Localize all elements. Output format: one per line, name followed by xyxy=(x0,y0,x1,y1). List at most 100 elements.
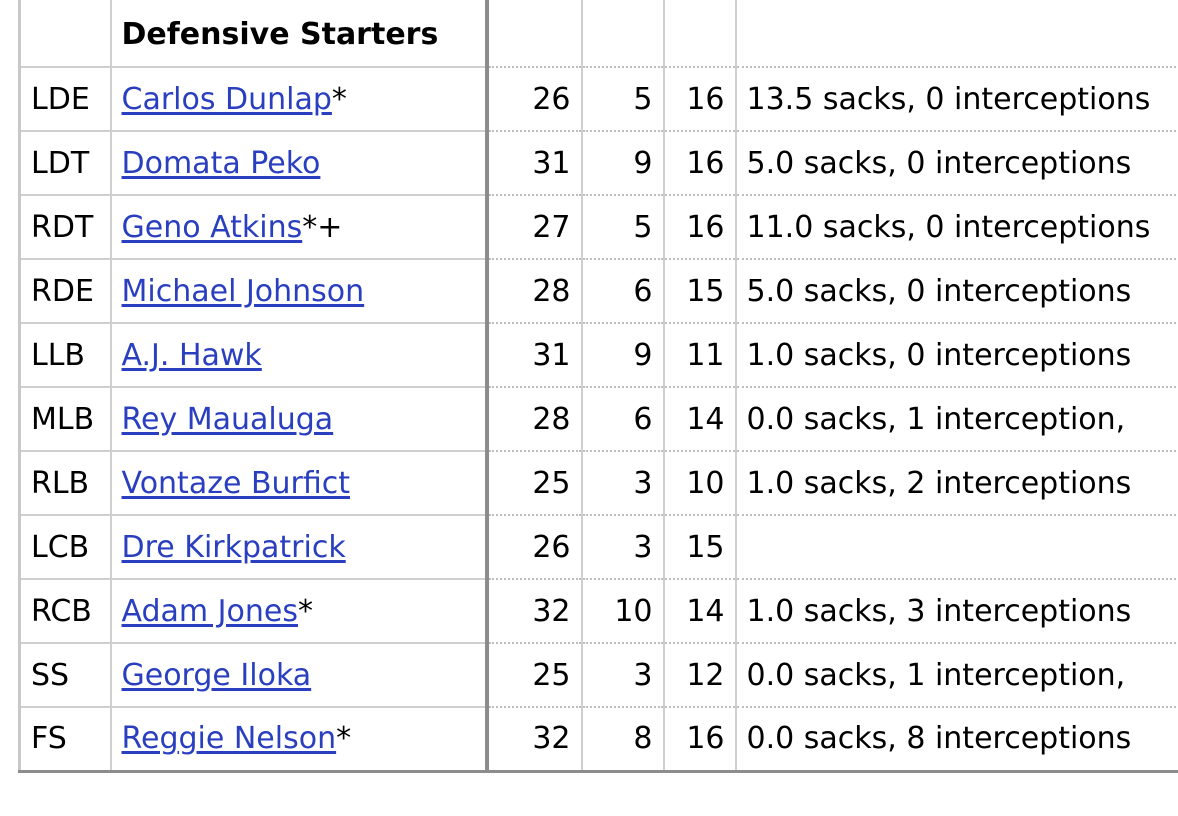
table-viewport: Defensive Starters LDE Carlos Dunlap* 26… xyxy=(18,0,1178,792)
position-label: RDE xyxy=(31,273,94,309)
games-cell: 16 xyxy=(663,706,737,773)
table-body: LDE Carlos Dunlap* 26 5 16 13.5 sacks, 0… xyxy=(18,66,1178,773)
player-link[interactable]: Adam Jones xyxy=(121,593,298,629)
notes-cell xyxy=(735,514,1178,579)
player-link[interactable]: Reggie Nelson xyxy=(121,721,337,757)
notes-cell: 5.0 sacks, 0 interceptions xyxy=(735,258,1178,323)
age-cell: 27 xyxy=(486,194,583,259)
table-row: FS Reggie Nelson* 32 8 16 0.0 sacks, 8 i… xyxy=(18,706,1178,773)
age-cell: 32 xyxy=(486,578,583,643)
notes-cell: 0.0 sacks, 8 interceptions xyxy=(735,706,1178,773)
years-cell: 3 xyxy=(581,450,665,515)
position-label: LDE xyxy=(31,81,90,117)
player-cell: Reggie Nelson* xyxy=(110,706,489,773)
player-cell: Adam Jones* xyxy=(110,578,489,643)
games-cell: 15 xyxy=(663,258,737,323)
player-cell: Vontaze Burfict xyxy=(110,450,489,515)
player-link[interactable]: Dre Kirkpatrick xyxy=(121,529,346,565)
player-cell: Dre Kirkpatrick xyxy=(110,514,489,579)
age-cell: 32 xyxy=(486,706,583,773)
table-row: LCB Dre Kirkpatrick 26 3 15 xyxy=(18,514,1178,579)
position-cell: RDT xyxy=(18,194,112,259)
position-cell: RLB xyxy=(18,450,112,515)
position-cell: SS xyxy=(18,642,112,707)
notes-cell: 1.0 sacks, 3 interceptions xyxy=(735,578,1178,643)
position-label: RDT xyxy=(31,209,94,245)
position-cell: RCB xyxy=(18,578,112,643)
header-notes xyxy=(735,0,1178,67)
player-cell: Geno Atkins*+ xyxy=(110,194,489,259)
notes-cell: 1.0 sacks, 0 interceptions xyxy=(735,322,1178,387)
games-cell: 14 xyxy=(663,386,737,451)
player-cell: A.J. Hawk xyxy=(110,322,489,387)
position-label: LDT xyxy=(31,145,90,181)
age-cell: 31 xyxy=(486,322,583,387)
position-label: LLB xyxy=(31,337,86,373)
player-link[interactable]: Michael Johnson xyxy=(121,273,365,309)
games-cell: 15 xyxy=(663,514,737,579)
years-cell: 9 xyxy=(581,130,665,195)
position-cell: LLB xyxy=(18,322,112,387)
years-cell: 5 xyxy=(581,66,665,131)
position-label: MLB xyxy=(31,401,95,437)
table-row: RCB Adam Jones* 32 10 14 1.0 sacks, 3 in… xyxy=(18,578,1178,643)
player-link[interactable]: Rey Maualuga xyxy=(121,401,334,437)
years-cell: 6 xyxy=(581,258,665,323)
years-cell: 3 xyxy=(581,642,665,707)
position-label: SS xyxy=(31,657,70,693)
age-cell: 28 xyxy=(486,258,583,323)
games-cell: 10 xyxy=(663,450,737,515)
player-link[interactable]: Carlos Dunlap xyxy=(121,81,332,117)
table-row: RLB Vontaze Burfict 25 3 10 1.0 sacks, 2… xyxy=(18,450,1178,515)
games-cell: 16 xyxy=(663,130,737,195)
table-row: LLB A.J. Hawk 31 9 11 1.0 sacks, 0 inter… xyxy=(18,322,1178,387)
notes-cell: 11.0 sacks, 0 interceptions xyxy=(735,194,1178,259)
age-cell: 26 xyxy=(486,514,583,579)
notes-cell: 0.0 sacks, 1 interception, xyxy=(735,642,1178,707)
player-link[interactable]: Vontaze Burfict xyxy=(121,465,351,501)
position-cell: LDT xyxy=(18,130,112,195)
position-label: RLB xyxy=(31,465,90,501)
table-row: SS George Iloka 25 3 12 0.0 sacks, 1 int… xyxy=(18,642,1178,707)
years-cell: 3 xyxy=(581,514,665,579)
header-years xyxy=(581,0,665,67)
years-cell: 9 xyxy=(581,322,665,387)
player-cell: Michael Johnson xyxy=(110,258,489,323)
age-cell: 31 xyxy=(486,130,583,195)
honor-mark: * xyxy=(336,721,352,757)
player-link[interactable]: Geno Atkins xyxy=(121,209,303,245)
notes-cell: 5.0 sacks, 0 interceptions xyxy=(735,130,1178,195)
table-header-row: Defensive Starters xyxy=(18,0,1178,67)
position-cell: LDE xyxy=(18,66,112,131)
years-cell: 8 xyxy=(581,706,665,773)
games-cell: 16 xyxy=(663,66,737,131)
player-link[interactable]: Domata Peko xyxy=(121,145,321,181)
player-cell: Rey Maualuga xyxy=(110,386,489,451)
position-cell: LCB xyxy=(18,514,112,579)
years-cell: 5 xyxy=(581,194,665,259)
header-section-title: Defensive Starters xyxy=(110,0,489,67)
games-cell: 12 xyxy=(663,642,737,707)
position-cell: FS xyxy=(18,706,112,773)
table-row: RDE Michael Johnson 28 6 15 5.0 sacks, 0… xyxy=(18,258,1178,323)
games-cell: 16 xyxy=(663,194,737,259)
player-link[interactable]: A.J. Hawk xyxy=(121,337,262,373)
table-row: MLB Rey Maualuga 28 6 14 0.0 sacks, 1 in… xyxy=(18,386,1178,451)
player-cell: George Iloka xyxy=(110,642,489,707)
player-cell: Domata Peko xyxy=(110,130,489,195)
position-label: FS xyxy=(31,721,67,757)
age-cell: 26 xyxy=(486,66,583,131)
table-row: LDT Domata Peko 31 9 16 5.0 sacks, 0 int… xyxy=(18,130,1178,195)
table-row: RDT Geno Atkins*+ 27 5 16 11.0 sacks, 0 … xyxy=(18,194,1178,259)
position-label: LCB xyxy=(31,529,90,565)
age-cell: 25 xyxy=(486,450,583,515)
player-link[interactable]: George Iloka xyxy=(121,657,312,693)
honor-mark: * xyxy=(331,81,347,117)
games-cell: 11 xyxy=(663,322,737,387)
header-age xyxy=(486,0,583,67)
defensive-starters-table: Defensive Starters LDE Carlos Dunlap* 26… xyxy=(18,0,1178,773)
notes-cell: 1.0 sacks, 2 interceptions xyxy=(735,450,1178,515)
header-games xyxy=(663,0,737,67)
notes-cell: 13.5 sacks, 0 interceptions xyxy=(735,66,1178,131)
honor-mark: *+ xyxy=(302,209,343,245)
